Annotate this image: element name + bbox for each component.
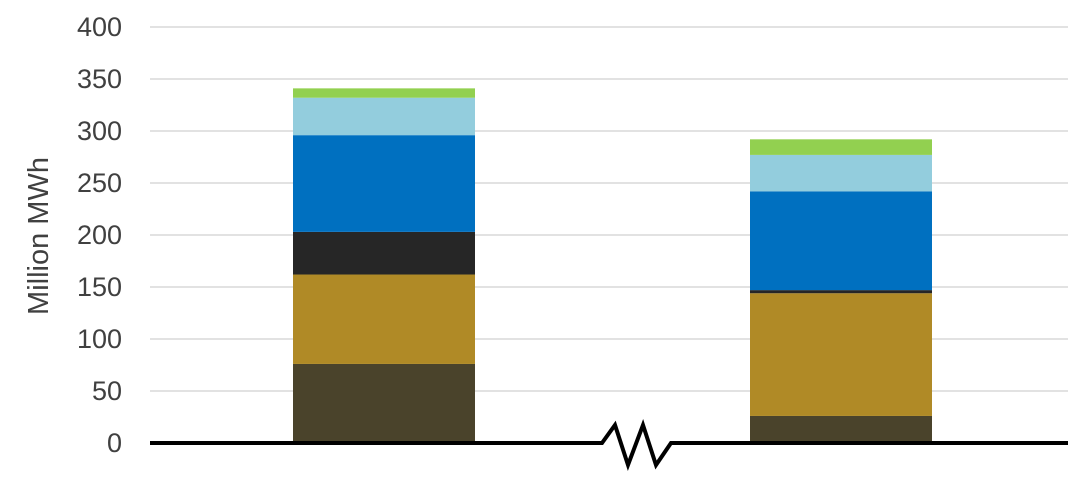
bar-segment bbox=[750, 415, 932, 443]
x-axis-baseline-with-break bbox=[150, 418, 1068, 472]
y-tick-label: 250 bbox=[77, 168, 122, 198]
bar-segment bbox=[293, 274, 475, 364]
bar-segment bbox=[750, 191, 932, 291]
y-tick-label: 200 bbox=[77, 220, 122, 250]
bar-segment bbox=[750, 290, 932, 294]
y-tick-label: 50 bbox=[92, 376, 122, 406]
bar-segment bbox=[750, 154, 932, 192]
y-tick-label: 0 bbox=[107, 428, 122, 458]
bar-segment bbox=[293, 231, 475, 275]
y-axis-tick-labels: 0 50 100 150 200 250 300 350 400 bbox=[77, 12, 122, 458]
y-tick-label: 300 bbox=[77, 116, 122, 146]
y-tick-label: 100 bbox=[77, 324, 122, 354]
y-tick-label: 150 bbox=[77, 272, 122, 302]
bar-segment bbox=[750, 139, 932, 155]
y-tick-label: 350 bbox=[77, 64, 122, 94]
bars bbox=[293, 88, 932, 443]
bar-segment bbox=[293, 97, 475, 136]
bar-segment bbox=[293, 88, 475, 98]
bar-segment bbox=[293, 363, 475, 443]
bar-segment bbox=[750, 293, 932, 416]
y-axis-title: Million MWh bbox=[23, 157, 55, 315]
y-tick-label: 400 bbox=[77, 12, 122, 42]
bar-segment bbox=[293, 135, 475, 232]
